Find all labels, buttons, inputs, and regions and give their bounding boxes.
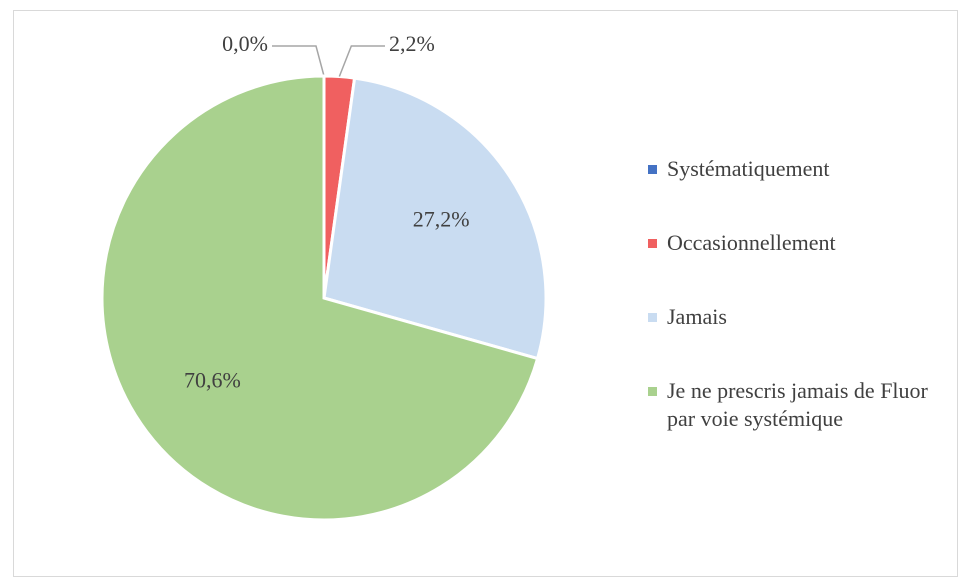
legend-swatch (648, 313, 657, 322)
legend-item: Occasionnellement (648, 229, 948, 257)
legend-label: Jamais (667, 304, 727, 329)
legend-item: Jamais (648, 303, 948, 331)
data-label: 0,0% (222, 31, 268, 56)
legend-item: Systématiquement (648, 155, 948, 183)
data-label: 70,6% (184, 367, 241, 392)
legend-label: Systématiquement (667, 156, 830, 181)
data-label: 27,2% (413, 207, 470, 232)
legend-label: Occasionnellement (667, 230, 836, 255)
legend-swatch (648, 239, 657, 248)
legend-label: Je ne prescris jamais de Fluor par voie … (667, 378, 928, 431)
legend-swatch (648, 387, 657, 396)
data-label: 2,2% (389, 31, 435, 56)
legend-swatch (648, 165, 657, 174)
leader-line (272, 45, 325, 77)
pie-slice (100, 74, 540, 522)
legend: Systématiquement Occasionnellement Jamais J… (648, 155, 948, 479)
leader-line (338, 45, 385, 77)
legend-item: Je ne prescris jamais de Fluor par voie … (648, 377, 948, 433)
pie-slice (322, 76, 548, 361)
